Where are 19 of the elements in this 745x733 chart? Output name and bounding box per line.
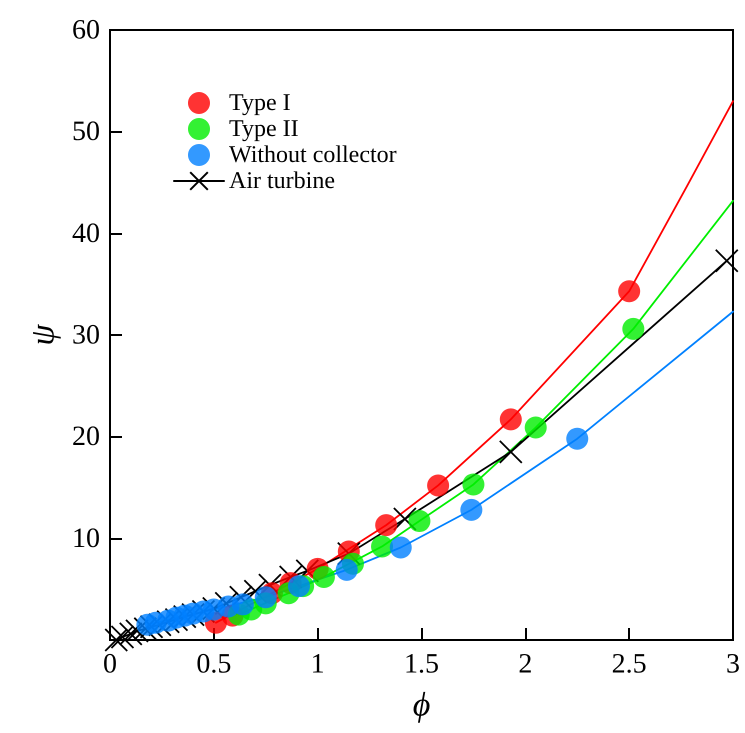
x-tick-label: 0 bbox=[103, 648, 117, 680]
legend-label: Type I bbox=[229, 90, 291, 116]
y-tick-label: 40 bbox=[72, 218, 100, 249]
y-axis-title: ψ bbox=[24, 324, 62, 346]
x-tick-label: 3 bbox=[726, 648, 740, 680]
y-tick-label: 60 bbox=[72, 14, 100, 46]
x-tick-label: 0.5 bbox=[196, 648, 232, 680]
x-axis-title: ϕ bbox=[412, 686, 430, 724]
x-tick-label: 2.5 bbox=[612, 648, 647, 680]
x-tick-label: 1.5 bbox=[404, 648, 439, 680]
x-tick-label: 1 bbox=[310, 648, 325, 680]
y-tick-label: 30 bbox=[72, 320, 100, 350]
legend-label: Air turbine bbox=[229, 168, 335, 194]
y-tick-label: 50 bbox=[72, 116, 100, 148]
y-tick-label: 10 bbox=[72, 522, 100, 554]
legend-label: Type II bbox=[229, 116, 299, 142]
legend-label: Without collector bbox=[229, 142, 397, 168]
y-tick-label: 20 bbox=[72, 421, 100, 452]
x-tick-label: 2 bbox=[518, 648, 532, 680]
